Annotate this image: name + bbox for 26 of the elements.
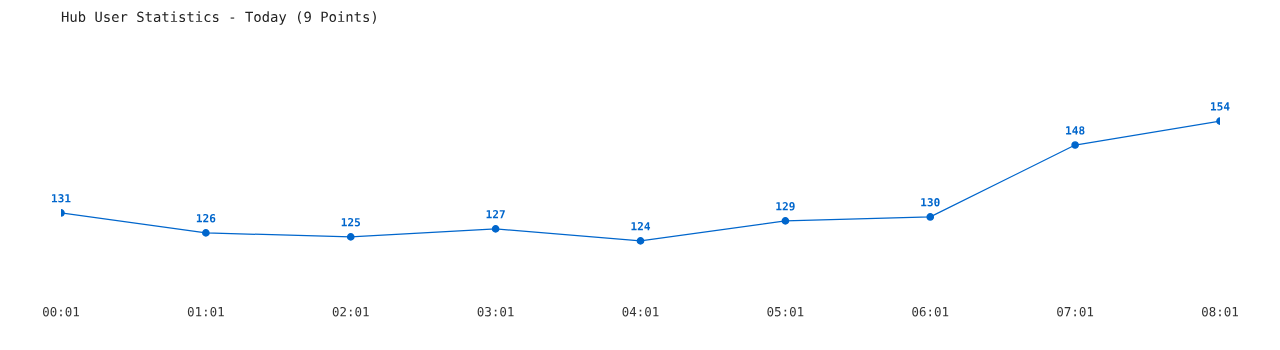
x-tick-label: 00:01 (43, 306, 79, 317)
point (202, 229, 210, 237)
point (491, 225, 500, 233)
x-tick-label: 07:01 (1057, 306, 1094, 317)
x-tick-label: 06:01 (912, 306, 949, 317)
data-label: 131 (51, 194, 71, 203)
point (346, 233, 355, 241)
data-label: 125 (341, 218, 361, 227)
x-tick-label: 08:01 (1202, 306, 1238, 317)
data-label: 130 (921, 198, 940, 207)
x-tick-label: 02:01 (332, 306, 369, 317)
x-tick-label: 04:01 (622, 306, 659, 317)
point (926, 213, 935, 221)
point (781, 217, 790, 225)
data-label: 126 (196, 214, 216, 223)
chart-title: Hub User Statistics - Today (9 Points) (61, 11, 376, 25)
point (636, 237, 645, 245)
x-tick-label: 01:01 (187, 306, 224, 317)
data-label: 124 (631, 221, 651, 231)
data-label: 127 (486, 210, 505, 219)
data-label: 154 (1210, 102, 1230, 111)
x-tick-label: 05:01 (767, 306, 804, 317)
x-tick-label: 03:01 (477, 306, 514, 317)
data-label: 148 (1066, 126, 1085, 135)
data-label: 129 (776, 202, 795, 211)
point (1071, 141, 1079, 149)
